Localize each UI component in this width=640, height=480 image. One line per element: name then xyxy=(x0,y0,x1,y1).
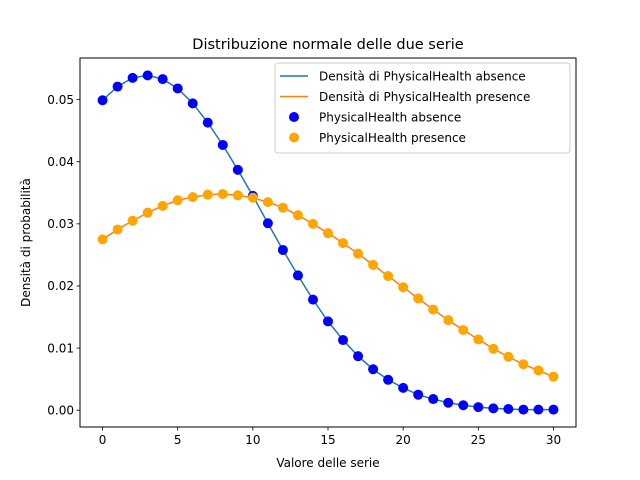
data-point-0-27 xyxy=(503,403,514,414)
data-point-0-19 xyxy=(383,374,394,385)
y-axis: 0.00 0.01 0.02 0.03 0.04 0.05 xyxy=(47,93,80,417)
data-point-1-23 xyxy=(443,315,454,326)
data-point-0-20 xyxy=(398,382,409,393)
data-point-0-28 xyxy=(518,404,529,415)
data-point-1-10 xyxy=(247,192,258,203)
data-point-0-26 xyxy=(488,403,499,414)
data-point-0-24 xyxy=(458,400,469,411)
data-point-0-0 xyxy=(97,95,108,106)
y-axis-title: Densità di probabilità xyxy=(19,178,33,307)
data-point-0-2 xyxy=(127,72,138,83)
legend-marker-swatch-0 xyxy=(289,112,299,122)
data-point-1-1 xyxy=(112,224,123,235)
data-point-0-9 xyxy=(232,164,243,175)
data-point-0-30 xyxy=(548,404,559,415)
data-point-0-21 xyxy=(413,389,424,400)
data-point-0-18 xyxy=(368,364,379,375)
legend-box xyxy=(274,62,571,154)
data-point-1-6 xyxy=(187,192,198,203)
x-tick-label: 25 xyxy=(471,433,486,447)
data-point-1-14 xyxy=(307,218,318,229)
data-point-0-25 xyxy=(473,402,484,413)
data-point-1-13 xyxy=(292,210,303,221)
data-point-0-4 xyxy=(157,74,168,85)
x-tick-label: 30 xyxy=(546,433,561,447)
data-point-0-22 xyxy=(428,394,439,405)
chart-title: Distribuzione normale delle due serie xyxy=(192,37,463,53)
data-point-0-23 xyxy=(443,397,454,408)
y-tick-label: 0.01 xyxy=(47,341,74,355)
data-point-1-30 xyxy=(548,371,559,382)
data-point-1-9 xyxy=(232,190,243,201)
data-point-1-26 xyxy=(488,343,499,354)
data-point-0-29 xyxy=(533,404,544,415)
data-point-0-6 xyxy=(187,98,198,109)
data-point-1-4 xyxy=(157,200,168,211)
data-point-1-15 xyxy=(323,228,333,239)
x-tick-label: 20 xyxy=(396,433,411,447)
data-point-1-29 xyxy=(533,365,544,376)
data-point-0-7 xyxy=(202,117,213,128)
legend-marker-swatch-1 xyxy=(289,132,299,143)
x-tick-label: 0 xyxy=(99,433,107,447)
data-point-0-13 xyxy=(292,270,303,281)
plot-area xyxy=(97,70,559,415)
data-point-1-2 xyxy=(127,215,138,226)
data-point-0-3 xyxy=(142,70,153,81)
data-point-1-8 xyxy=(217,189,228,200)
data-point-0-5 xyxy=(172,83,183,94)
data-point-1-19 xyxy=(383,271,394,282)
data-point-1-25 xyxy=(473,334,484,345)
data-point-1-28 xyxy=(518,359,529,370)
y-tick-label: 0.03 xyxy=(47,217,74,231)
legend-label-marker-0: PhysicalHealth absence xyxy=(319,110,461,124)
data-point-1-21 xyxy=(413,293,424,304)
data-point-1-27 xyxy=(503,351,514,362)
x-axis: 0 5 10 15 20 25 30 xyxy=(99,427,561,447)
x-tick-label: 10 xyxy=(245,433,260,447)
data-point-0-15 xyxy=(323,316,333,327)
x-tick-label: 5 xyxy=(174,433,182,447)
data-point-1-11 xyxy=(262,197,273,208)
data-point-1-3 xyxy=(142,207,153,218)
data-point-1-0 xyxy=(97,234,108,245)
y-tick-label: 0.02 xyxy=(47,279,74,293)
y-tick-label: 0.04 xyxy=(47,155,74,169)
data-point-1-20 xyxy=(398,282,409,293)
data-point-1-17 xyxy=(353,248,364,259)
legend-label-marker-1: PhysicalHealth presence xyxy=(319,131,466,145)
y-tick-label: 0.05 xyxy=(47,93,74,107)
series-line-1 xyxy=(102,193,554,378)
legend-label-line-1: Densità di PhysicalHealth presence xyxy=(319,90,530,104)
data-point-1-7 xyxy=(202,189,213,200)
legend: Densità di PhysicalHealth absence Densità… xyxy=(274,62,571,154)
data-point-1-18 xyxy=(368,259,379,270)
data-point-0-12 xyxy=(277,244,288,255)
x-tick-label: 15 xyxy=(320,433,335,447)
data-point-0-17 xyxy=(353,351,364,362)
legend-label-line-0: Densità di PhysicalHealth absence xyxy=(319,69,526,83)
data-point-0-11 xyxy=(262,218,273,229)
data-point-0-1 xyxy=(112,81,123,92)
data-point-1-16 xyxy=(338,238,349,249)
data-point-0-16 xyxy=(338,335,349,346)
data-point-1-24 xyxy=(458,325,469,336)
data-point-1-12 xyxy=(277,202,288,213)
x-axis-title: Valore delle serie xyxy=(276,456,379,470)
data-point-1-5 xyxy=(172,195,183,206)
data-point-0-14 xyxy=(307,294,318,305)
y-tick-label: 0.00 xyxy=(47,403,74,417)
data-point-1-22 xyxy=(428,304,439,315)
data-point-0-8 xyxy=(217,139,228,150)
